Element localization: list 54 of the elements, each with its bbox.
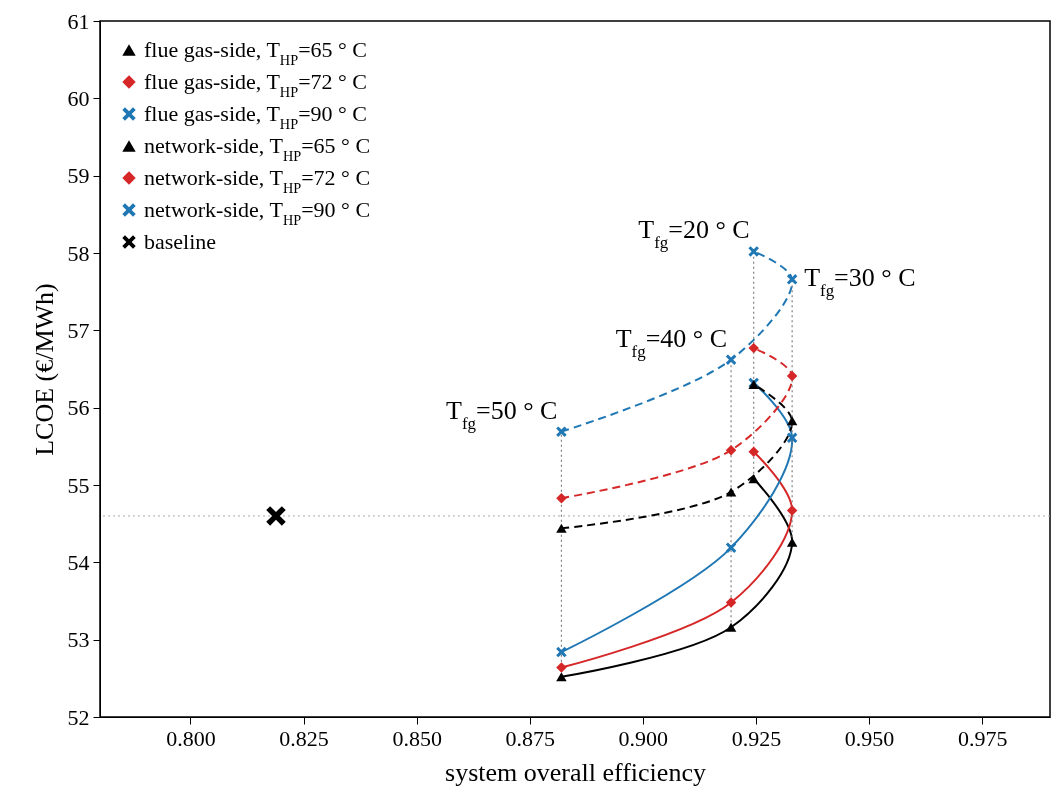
point <box>266 506 286 526</box>
y-tick-label: 57 <box>67 317 90 343</box>
point <box>748 246 759 257</box>
point <box>556 492 567 504</box>
x-axis-title: system overall efficiency <box>445 757 706 787</box>
annotation: T$_{fg}$=20 ° C <box>638 215 750 252</box>
point <box>725 542 737 553</box>
point <box>786 432 798 444</box>
point <box>725 354 737 365</box>
x-tick-label: 0.950 <box>844 725 895 751</box>
x-tick-label: 0.825 <box>279 725 329 751</box>
x-tick-label: 0.800 <box>166 725 216 751</box>
x-tick-label: 0.925 <box>731 725 782 751</box>
y-tick-label: 52 <box>67 704 90 730</box>
point <box>556 672 567 682</box>
y-tick-label: 61 <box>67 8 90 34</box>
x-tick-label: 0.875 <box>505 725 556 751</box>
point <box>786 274 798 285</box>
point <box>748 446 759 457</box>
y-tick-label: 55 <box>67 472 90 498</box>
point <box>556 662 567 673</box>
x-tick-label: 0.850 <box>392 725 442 751</box>
x-tick-label: 0.975 <box>957 725 1008 751</box>
annotation: T$_{fg}$=50 ° C <box>446 395 558 433</box>
y-tick-label: 53 <box>67 627 90 653</box>
legend-label: flue gas-side, T$_{HP}$=65 ° C <box>144 37 368 68</box>
point <box>786 537 798 547</box>
y-tick-label: 60 <box>67 85 90 111</box>
point <box>725 487 737 497</box>
annotation: T$_{fg}$=30 ° C <box>804 263 916 300</box>
legend-label: network-side, T$_{HP}$=65 ° C <box>144 133 371 164</box>
y-tick-label: 54 <box>67 549 90 575</box>
legend-label: network-side, T$_{HP}$=72 ° C <box>144 165 371 196</box>
y-tick-label: 59 <box>67 163 90 189</box>
y-tick-label: 56 <box>67 395 90 421</box>
point <box>725 444 737 456</box>
legend-label: network-side, T$_{HP}$=90 ° C <box>144 197 371 228</box>
point <box>556 646 567 658</box>
point <box>748 342 759 354</box>
annotation: T$_{fg}$=40 ° C <box>615 323 728 361</box>
point <box>556 426 567 437</box>
point <box>786 505 798 516</box>
point <box>556 523 567 533</box>
point <box>725 622 737 632</box>
point <box>725 597 737 608</box>
point <box>748 474 759 484</box>
point <box>786 416 798 426</box>
y-axis-title: LCOE (€/MWh) <box>29 283 59 456</box>
legend-label: baseline <box>144 229 217 254</box>
y-tick-label: 58 <box>67 240 90 266</box>
legend-label: flue gas-side, T$_{HP}$=72 ° C <box>144 69 368 100</box>
legend-label: flue gas-side, T$_{HP}$=90 ° C <box>144 101 368 132</box>
x-tick-label: 0.900 <box>618 725 669 751</box>
point <box>786 370 798 382</box>
